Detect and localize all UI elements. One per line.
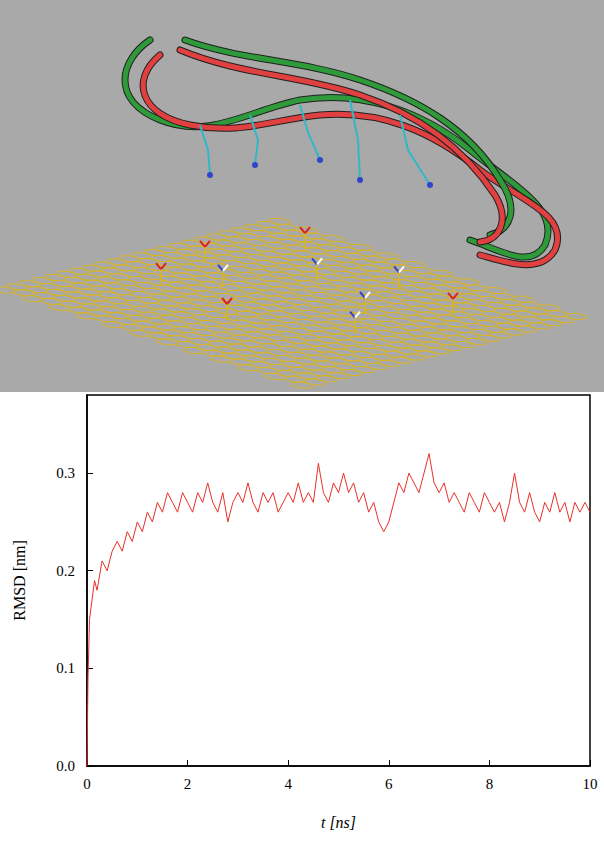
svg-text:10: 10 bbox=[583, 776, 598, 792]
svg-text:4: 4 bbox=[284, 776, 292, 792]
svg-text:6: 6 bbox=[385, 776, 393, 792]
svg-text:RMSD [nm]: RMSD [nm] bbox=[11, 540, 28, 620]
svg-text:2: 2 bbox=[184, 776, 192, 792]
svg-text:8: 8 bbox=[486, 776, 494, 792]
svg-text:t [ns]: t [ns] bbox=[321, 814, 356, 831]
svg-text:0.0: 0.0 bbox=[56, 758, 75, 774]
svg-text:0.2: 0.2 bbox=[56, 563, 75, 579]
svg-text:0: 0 bbox=[83, 776, 91, 792]
svg-text:0.3: 0.3 bbox=[56, 465, 75, 481]
svg-text:0.1: 0.1 bbox=[56, 660, 75, 676]
